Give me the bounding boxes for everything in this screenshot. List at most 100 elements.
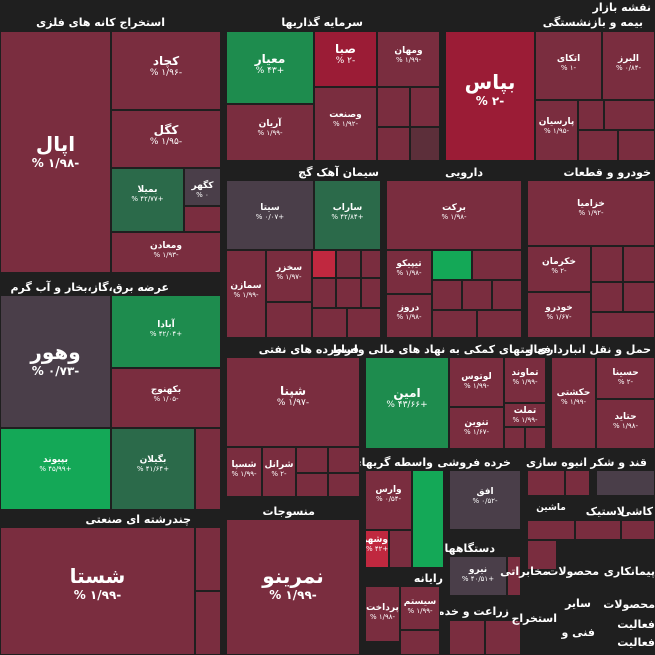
stock-tile-small[interactable]	[410, 127, 440, 161]
stock-tile-haksheti[interactable]: حکشتی % ۱/۹۹-	[551, 357, 596, 449]
sector-investment-header[interactable]: سرمایه گذاریها	[281, 16, 363, 29]
sector-tech-header[interactable]: فنی و	[561, 626, 596, 639]
stock-tile-small[interactable]	[477, 310, 522, 338]
stock-tile-small[interactable]	[266, 302, 312, 338]
stock-tile-small[interactable]	[432, 250, 472, 280]
stock-tile-small[interactable]	[623, 282, 655, 312]
stock-tile-small[interactable]	[492, 280, 522, 310]
sector-mkt-header[interactable]: مخابراتی	[500, 565, 549, 578]
stock-tile-small[interactable]	[472, 250, 522, 280]
stock-tile-small[interactable]	[347, 308, 381, 338]
stock-tile-small[interactable]	[195, 591, 221, 655]
stock-tile-varas[interactable]: وارس % ۰/۵۴-	[365, 470, 412, 530]
sector-rubber-header[interactable]: لاستیک	[585, 505, 625, 518]
stock-tile-small[interactable]	[296, 473, 328, 497]
stock-tile-droz[interactable]: دروز % ۱/۹۸-	[386, 294, 432, 338]
stock-tile-barkat[interactable]: برکت % ۱/۹۸-	[386, 180, 522, 250]
stock-tile-small[interactable]	[432, 280, 462, 310]
stock-tile-pardakht[interactable]: پرداخت % ۱/۹۸-	[365, 586, 400, 642]
stock-tile-small[interactable]	[312, 308, 347, 338]
stock-tile-alborz[interactable]: البرز % ۰/۸۴-	[602, 31, 655, 100]
stock-tile-small[interactable]	[195, 527, 221, 591]
stock-tile-saba[interactable]: صبا % ۲-	[314, 31, 377, 87]
stock-tile-small[interactable]	[449, 620, 485, 655]
sector-food-header[interactable]: فعالیت	[617, 618, 655, 631]
stock-tile-small[interactable]	[527, 540, 557, 570]
stock-tile-atkai[interactable]: اتکای % ۱-	[535, 31, 602, 100]
stock-tile-small[interactable]	[377, 87, 410, 127]
stock-tile-small[interactable]	[618, 130, 655, 161]
stock-tile-samazan[interactable]: سمازن % ۱/۹۹-	[226, 250, 266, 338]
sector-other1-header[interactable]: سایر	[565, 597, 591, 610]
sector-metals-header[interactable]: استخراج کانه های فلزی	[36, 16, 165, 29]
stock-tile-bpas[interactable]: بپاس % ۲-	[445, 31, 535, 161]
stock-tile-amin[interactable]: امین % ۴۳/۶۶+	[365, 357, 449, 449]
stock-tile-bgilan[interactable]: بگیلان % ۴۱/۶۴+	[111, 428, 195, 510]
stock-tile-small[interactable]	[312, 278, 336, 308]
stock-tile-small[interactable]	[604, 100, 655, 130]
stock-tile-shasia[interactable]: شسپا % ۱/۹۹-	[226, 447, 262, 497]
stock-tile-small[interactable]	[527, 470, 565, 496]
stock-tile-machin[interactable]: ماشین	[527, 496, 575, 520]
stock-tile-small[interactable]	[504, 427, 525, 449]
sector-agri-header[interactable]: زراعت و خدمات	[422, 605, 509, 618]
stock-tile-small[interactable]	[527, 520, 575, 540]
stock-tile-tipico[interactable]: تیپیکو % ۱/۹۸-	[386, 250, 432, 294]
stock-tile-small[interactable]	[432, 310, 477, 338]
sector-retail-header[interactable]: خرده فروشی	[437, 456, 511, 469]
stock-tile-small[interactable]	[328, 447, 360, 473]
sector-media-header[interactable]: محصولات	[603, 598, 655, 611]
stock-tile-small[interactable]	[336, 278, 361, 308]
stock-tile-small[interactable]	[412, 470, 444, 568]
stock-tile-parsian[interactable]: پارسیان % ۱/۹۵-	[535, 100, 578, 161]
sector-textile-header[interactable]: منسوجات	[262, 505, 315, 518]
stock-tile-khkarman[interactable]: خکرمان % ۲-	[527, 246, 591, 292]
stock-tile-small[interactable]	[591, 312, 655, 338]
sector-other2-header[interactable]: استخراج	[511, 612, 557, 625]
stock-tile-small[interactable]	[400, 630, 440, 655]
stock-tile-small[interactable]	[312, 250, 336, 278]
sector-multi-header[interactable]: چندرشته ای صنعتی	[85, 513, 191, 526]
stock-tile-vahoor[interactable]: وهور % ۰/۷۳-	[0, 295, 111, 428]
stock-tile-tnovin[interactable]: تنوین % ۱/۶۷-	[449, 407, 504, 449]
stock-tile-small[interactable]	[525, 427, 546, 449]
stock-tile-small[interactable]	[578, 130, 618, 161]
sector-refinery-header[interactable]: فراورده های نفتی	[258, 343, 359, 356]
stock-tile-vsanat[interactable]: وصنعت % ۱/۹۲-	[314, 87, 377, 161]
stock-tile-small[interactable]	[410, 87, 440, 127]
sector-sugar-header[interactable]: قند و شکر	[590, 456, 647, 469]
stock-tile-sharan[interactable]: شرانل % ۲-	[262, 447, 296, 497]
stock-tile-sarab[interactable]: ساراب % ۴۲/۸۴+	[314, 180, 381, 250]
stock-tile-vamaaden[interactable]: ومعادن % ۱/۹۳-	[111, 232, 221, 273]
sector-prod-header[interactable]: محصولات	[547, 565, 599, 578]
stock-tile-apal[interactable]: اپال % ۱/۹۸-	[0, 31, 111, 273]
stock-tile-meyar[interactable]: معیار % ۴۳+	[226, 31, 314, 104]
stock-tile-khazamia[interactable]: خزامیا % ۱/۹۲-	[527, 180, 655, 246]
stock-tile-kgohar[interactable]: کگهر % ۰	[184, 168, 221, 206]
stock-tile-sistem[interactable]: سیستم % ۱/۹۹-	[400, 586, 440, 630]
sector-aux-header[interactable]: فعالیت	[617, 636, 655, 649]
stock-tile-hatid[interactable]: حتاید % ۱/۹۸-	[596, 399, 655, 449]
stock-tile-small[interactable]	[578, 100, 604, 130]
stock-tile-abada[interactable]: آبادا % ۴۲/۰۴+	[111, 295, 221, 368]
stock-tile-bpivand[interactable]: بپیوند % ۴۵/۹۹+	[0, 428, 111, 510]
stock-tile-tmellat[interactable]: تملت % ۱/۹۹-	[504, 403, 546, 427]
stock-tile-kgol[interactable]: کگل % ۱/۹۵-	[111, 110, 221, 168]
sector-cement-header[interactable]: سیمان آهک گچ	[298, 166, 379, 179]
sector-tiles-header[interactable]: کاشی	[620, 505, 653, 518]
stock-tile-small[interactable]	[623, 246, 655, 282]
stock-tile-small[interactable]	[336, 250, 361, 278]
stock-tile-small[interactable]	[377, 127, 410, 161]
stock-tile-bkahnoj[interactable]: بکهنوج % ۱/۰۵-	[111, 368, 221, 428]
sector-pharma-header[interactable]: دارویی	[445, 166, 483, 179]
sector-insurance-header[interactable]: بیمه و بازنشستگی	[542, 16, 643, 29]
stock-tile-arian[interactable]: آریان % ۱/۹۹-	[226, 104, 314, 161]
stock-tile-afgh[interactable]: افق % ۰/۵۲-	[449, 470, 521, 530]
stock-tile-namrino[interactable]: نمرینو % ۱/۹۹-	[226, 519, 360, 655]
stock-tile-small[interactable]	[621, 520, 655, 540]
stock-tile-small[interactable]	[591, 246, 623, 282]
stock-tile-tamavon[interactable]: تماوند % ۱/۹۹-	[504, 357, 546, 403]
stock-tile-small[interactable]	[596, 470, 655, 496]
sector-financial-header[interactable]: فعالیتهای کمکی به نهاد های مالی واسط	[331, 343, 551, 356]
stock-tile-small[interactable]	[184, 206, 221, 232]
